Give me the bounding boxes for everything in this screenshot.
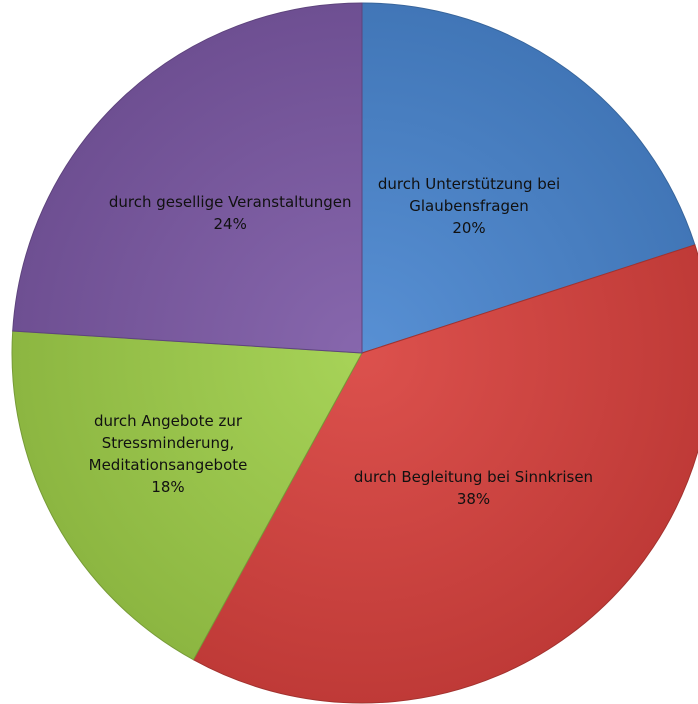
slice-category-line: durch Unterstützung bei: [377, 174, 561, 193]
slice-percentage: 38%: [456, 489, 491, 508]
slice-percentage: 24%: [213, 214, 247, 233]
slice-category-line: Meditationsangebote: [88, 456, 248, 475]
pie-slice-3: [11, 330, 363, 661]
slice-label-3: durch Angebote zur Stressminderung, Medita…: [89, 410, 248, 498]
pie-slice-4: [12, 2, 363, 354]
slice-percentage: 18%: [151, 478, 185, 497]
slice-category-line: durch Begleitung bei Sinnkrisen: [353, 467, 594, 486]
slice-category-line: durch gesellige Veranstaltungen: [108, 192, 352, 211]
slice-label-4: durch gesellige Veranstaltungen 24%: [109, 191, 352, 235]
slice-percentage: 20%: [452, 218, 486, 237]
slice-category-line: Stressminderung,: [101, 434, 235, 453]
pie-slice-1: [361, 2, 696, 354]
pie-slice-2: [192, 244, 698, 704]
slice-category-line: Glaubensfragen: [409, 196, 529, 215]
slice-category-line: durch Angebote zur: [93, 412, 243, 431]
slice-label-2: durch Begleitung bei Sinnkrisen 38%: [354, 466, 593, 510]
slice-label-1: durch Unterstützung bei Glaubensfragen 20%: [378, 173, 560, 239]
